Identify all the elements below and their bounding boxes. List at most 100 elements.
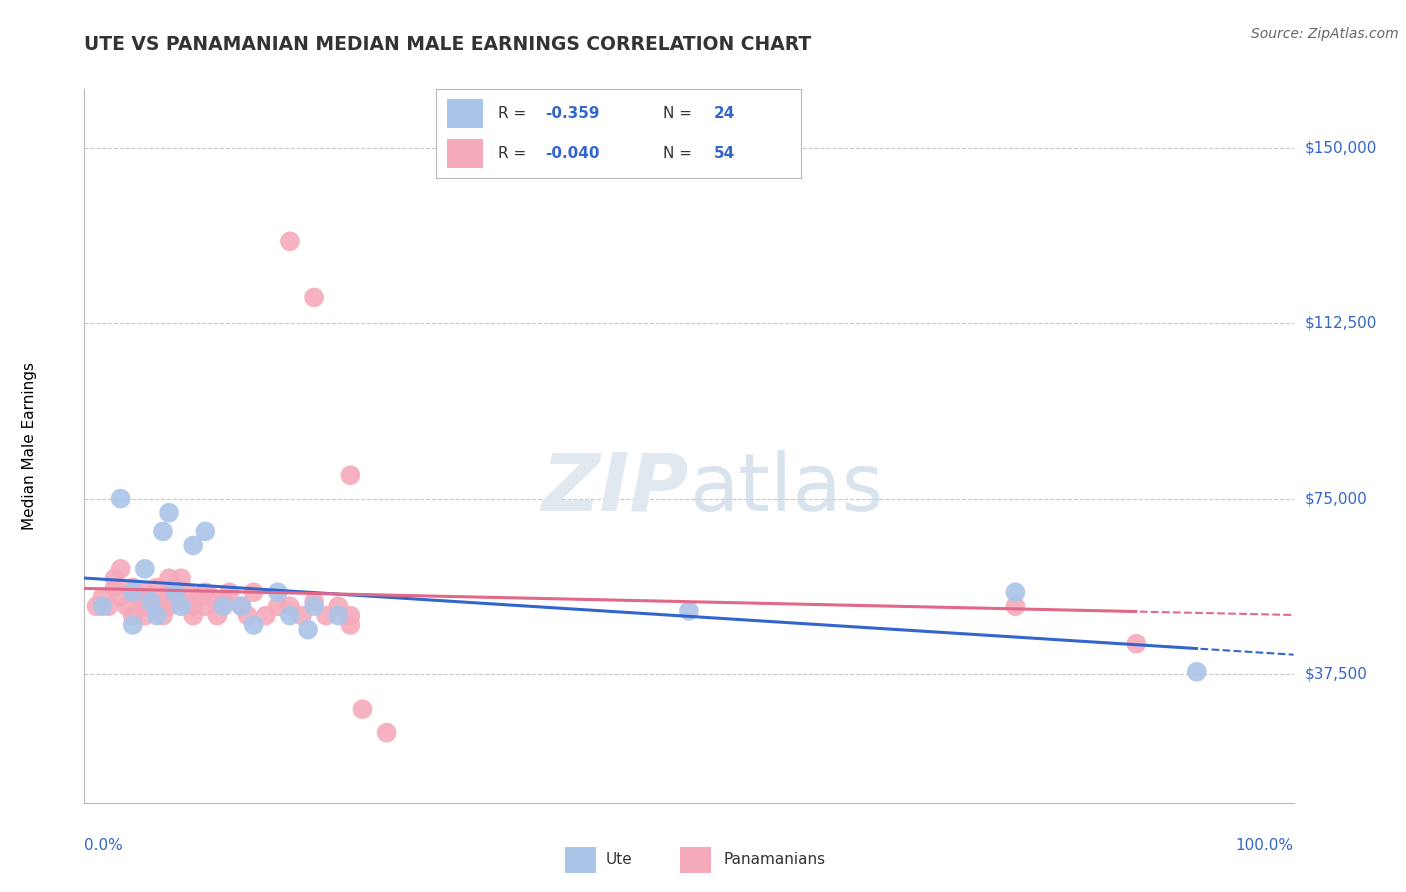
Text: $150,000: $150,000 bbox=[1305, 140, 1376, 155]
Point bbox=[212, 599, 235, 614]
Point bbox=[278, 608, 301, 623]
Point bbox=[146, 608, 169, 623]
Point bbox=[121, 585, 143, 599]
Point bbox=[339, 618, 361, 632]
Point bbox=[110, 590, 132, 604]
Point bbox=[200, 590, 222, 604]
Point bbox=[1125, 637, 1147, 651]
Point bbox=[134, 608, 156, 623]
Point bbox=[163, 581, 186, 595]
Text: UTE VS PANAMANIAN MEDIAN MALE EARNINGS CORRELATION CHART: UTE VS PANAMANIAN MEDIAN MALE EARNINGS C… bbox=[84, 35, 811, 54]
Point bbox=[139, 594, 162, 608]
Text: R =: R = bbox=[498, 146, 531, 161]
Point bbox=[328, 608, 350, 623]
Point bbox=[278, 234, 301, 248]
Point bbox=[121, 618, 143, 632]
Text: N =: N = bbox=[662, 106, 696, 120]
Text: $75,000: $75,000 bbox=[1305, 491, 1368, 506]
Text: -0.359: -0.359 bbox=[546, 106, 600, 120]
Point bbox=[110, 562, 132, 576]
Point bbox=[194, 585, 217, 599]
Point bbox=[291, 608, 314, 623]
Point bbox=[1004, 585, 1026, 599]
Point bbox=[194, 599, 217, 614]
Text: 54: 54 bbox=[714, 146, 735, 161]
Text: $112,500: $112,500 bbox=[1305, 316, 1376, 331]
Point bbox=[170, 599, 193, 614]
Point bbox=[157, 585, 180, 599]
Point bbox=[134, 585, 156, 599]
Point bbox=[170, 594, 193, 608]
Point bbox=[157, 599, 180, 614]
Point bbox=[328, 599, 350, 614]
Text: -0.040: -0.040 bbox=[546, 146, 600, 161]
Point bbox=[181, 608, 204, 623]
Text: N =: N = bbox=[662, 146, 696, 161]
Point bbox=[339, 608, 361, 623]
Text: 24: 24 bbox=[714, 106, 735, 120]
Point bbox=[146, 581, 169, 595]
Point bbox=[278, 599, 301, 614]
Point bbox=[146, 599, 169, 614]
Point bbox=[170, 571, 193, 585]
Point bbox=[157, 571, 180, 585]
Point bbox=[152, 594, 174, 608]
Point bbox=[1004, 599, 1026, 614]
Point bbox=[236, 608, 259, 623]
Point bbox=[267, 599, 290, 614]
Point bbox=[212, 594, 235, 608]
Text: $37,500: $37,500 bbox=[1305, 666, 1368, 681]
Point bbox=[352, 702, 374, 716]
Text: 0.0%: 0.0% bbox=[84, 838, 124, 853]
Point bbox=[152, 608, 174, 623]
Point bbox=[678, 604, 700, 618]
Text: ZIP: ZIP bbox=[541, 450, 689, 528]
Bar bbox=[447, 99, 484, 128]
Point bbox=[315, 608, 337, 623]
Point bbox=[254, 608, 277, 623]
Point bbox=[134, 599, 156, 614]
Text: Median Male Earnings: Median Male Earnings bbox=[22, 362, 38, 530]
Text: 100.0%: 100.0% bbox=[1236, 838, 1294, 853]
Text: Panamanians: Panamanians bbox=[723, 853, 825, 867]
Point bbox=[115, 599, 138, 614]
Point bbox=[1185, 665, 1208, 679]
Point bbox=[104, 581, 127, 595]
Point bbox=[267, 585, 290, 599]
Point bbox=[139, 594, 162, 608]
Point bbox=[231, 599, 253, 614]
Text: Source: ZipAtlas.com: Source: ZipAtlas.com bbox=[1251, 27, 1399, 41]
Text: Ute: Ute bbox=[606, 853, 633, 867]
Bar bbox=[447, 139, 484, 168]
Point bbox=[339, 468, 361, 483]
Text: atlas: atlas bbox=[689, 450, 883, 528]
Point bbox=[110, 491, 132, 506]
Point bbox=[181, 599, 204, 614]
Bar bbox=[565, 847, 596, 873]
Point bbox=[163, 585, 186, 599]
Point bbox=[121, 581, 143, 595]
Point bbox=[176, 585, 198, 599]
Point bbox=[375, 725, 398, 739]
Point bbox=[128, 590, 150, 604]
Point bbox=[157, 506, 180, 520]
Point bbox=[121, 608, 143, 623]
Point bbox=[86, 599, 108, 614]
Point bbox=[218, 585, 240, 599]
Bar bbox=[681, 847, 711, 873]
Point bbox=[302, 599, 325, 614]
Point bbox=[297, 623, 319, 637]
Point bbox=[231, 599, 253, 614]
Text: R =: R = bbox=[498, 106, 531, 120]
Point bbox=[104, 571, 127, 585]
Point bbox=[134, 562, 156, 576]
Point bbox=[194, 524, 217, 539]
Point bbox=[91, 590, 114, 604]
Point bbox=[242, 618, 264, 632]
Point bbox=[181, 538, 204, 552]
Point bbox=[207, 608, 229, 623]
Point bbox=[302, 290, 325, 304]
Point bbox=[302, 594, 325, 608]
Point bbox=[242, 585, 264, 599]
Point bbox=[91, 599, 114, 614]
